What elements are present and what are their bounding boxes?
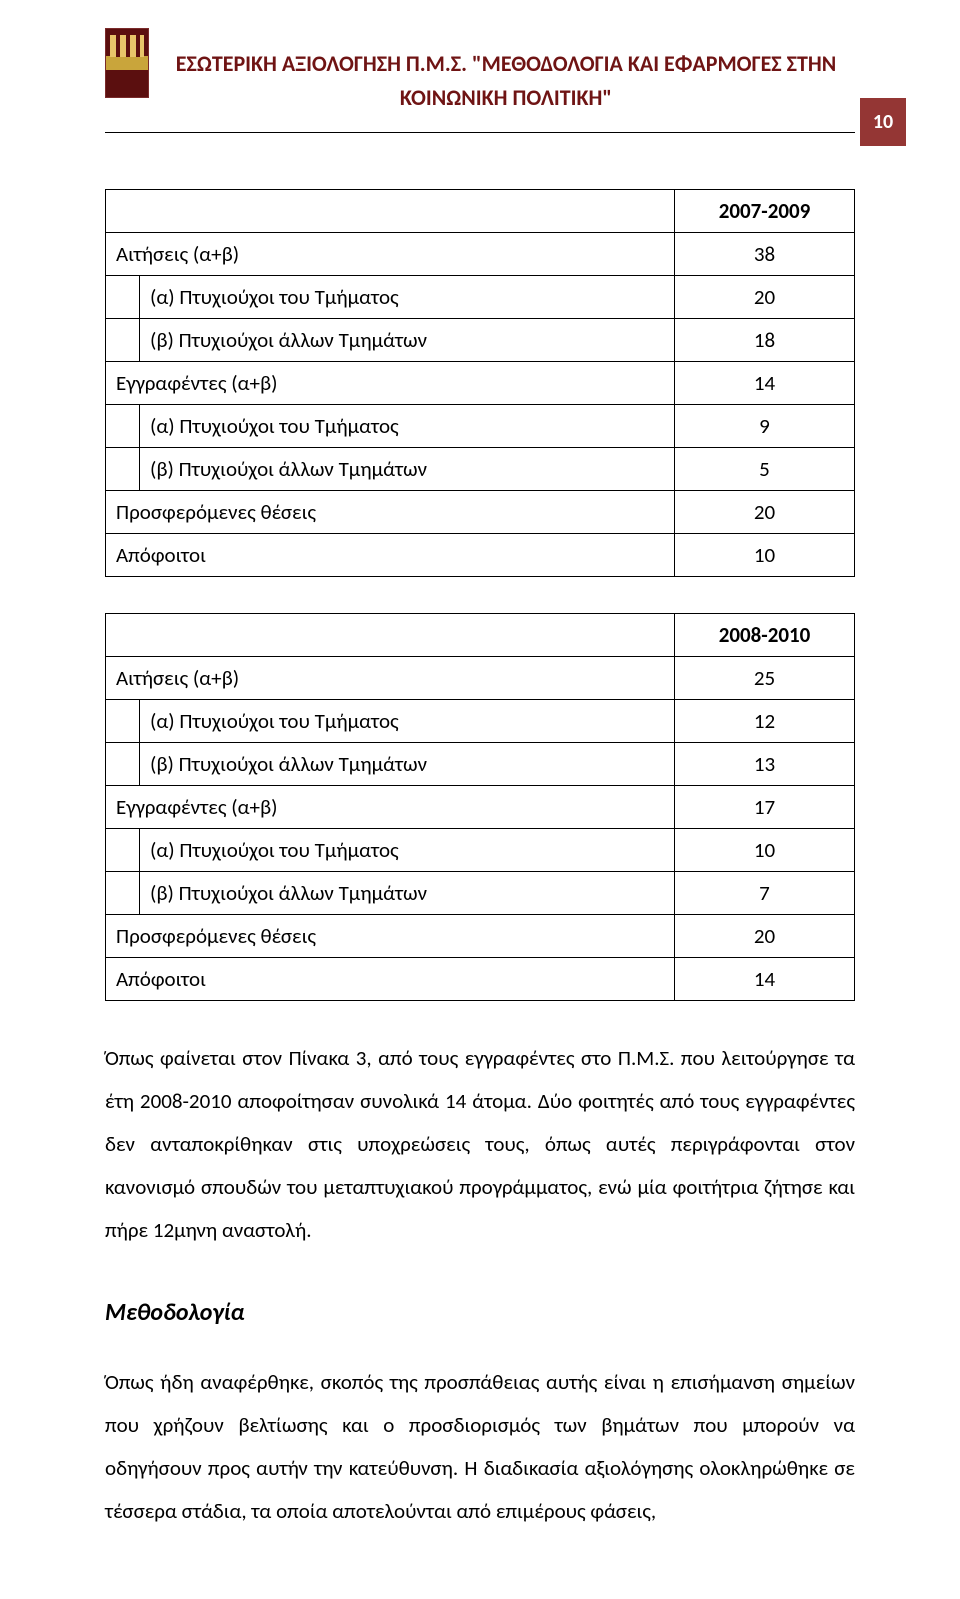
table-row: (β) Πτυχιούχοι άλλων Τμημάτων18 (106, 318, 855, 361)
row-value: 9 (675, 404, 855, 447)
row-value: 20 (675, 275, 855, 318)
row-value: 7 (675, 871, 855, 914)
row-value: 17 (675, 785, 855, 828)
paragraph-2: Όπως ήδη αναφέρθηκε, σκοπός της προσπάθε… (105, 1361, 855, 1533)
row-value: 20 (675, 914, 855, 957)
table-header-row: 2008-2010 (106, 613, 855, 656)
row-label: Απόφοιτοι (106, 957, 675, 1000)
row-label: Αιτήσεις (α+β) (106, 656, 675, 699)
table-header-blank (106, 189, 675, 232)
row-value: 38 (675, 232, 855, 275)
table-header-row: 2007-2009 (106, 189, 855, 232)
table-row: Αιτήσεις (α+β)38 (106, 232, 855, 275)
table-row: (β) Πτυχιούχοι άλλων Τμημάτων5 (106, 447, 855, 490)
row-value: 12 (675, 699, 855, 742)
header-divider (105, 132, 855, 133)
table-row: Εγγραφέντες (α+β)17 (106, 785, 855, 828)
row-value: 10 (675, 533, 855, 576)
table-row: (α) Πτυχιούχοι του Τμήματος20 (106, 275, 855, 318)
row-indent-stub (106, 404, 140, 447)
table-period: 2008-2010 (675, 613, 855, 656)
paragraph-1: Όπως φαίνεται στον Πίνακα 3, από τους εγ… (105, 1037, 855, 1252)
page-number-badge: 10 (860, 98, 906, 146)
row-value: 5 (675, 447, 855, 490)
row-indent-stub (106, 275, 140, 318)
row-value: 14 (675, 361, 855, 404)
row-value: 14 (675, 957, 855, 1000)
row-value: 13 (675, 742, 855, 785)
header-line2: ΚΟΙΝΩΝΙΚΗ ΠΟΛΙΤΙΚΗ" (157, 82, 855, 114)
table-row: Απόφοιτοι10 (106, 533, 855, 576)
row-value: 20 (675, 490, 855, 533)
row-label: Προσφερόμενες θέσεις (106, 490, 675, 533)
table-2007-2009: 2007-2009Αιτήσεις (α+β)38(α) Πτυχιούχοι … (105, 189, 855, 577)
row-indent-stub (106, 447, 140, 490)
header-title: ΕΣΩΤΕΡΙΚΗ ΑΞΙΟΛΟΓΗΣΗ Π.Μ.Σ. "ΜΕΘΟΔΟΛΟΓΙΑ… (157, 28, 855, 114)
row-value: 25 (675, 656, 855, 699)
row-label: Αιτήσεις (α+β) (106, 232, 675, 275)
row-indent-stub (106, 828, 140, 871)
row-indent-stub (106, 742, 140, 785)
row-label: Εγγραφέντες (α+β) (106, 361, 675, 404)
table-row: (β) Πτυχιούχοι άλλων Τμημάτων13 (106, 742, 855, 785)
row-label: (α) Πτυχιούχοι του Τμήματος (140, 699, 675, 742)
row-label: (β) Πτυχιούχοι άλλων Τμημάτων (140, 447, 675, 490)
row-label: (α) Πτυχιούχοι του Τμήματος (140, 404, 675, 447)
row-value: 10 (675, 828, 855, 871)
methodology-heading: Μεθοδολογία (105, 1288, 855, 1337)
row-label: Προσφερόμενες θέσεις (106, 914, 675, 957)
table-2008-2010: 2008-2010Αιτήσεις (α+β)25(α) Πτυχιούχοι … (105, 613, 855, 1001)
table-row: (α) Πτυχιούχοι του Τμήματος10 (106, 828, 855, 871)
table-row: Προσφερόμενες θέσεις20 (106, 490, 855, 533)
table-row: (α) Πτυχιούχοι του Τμήματος12 (106, 699, 855, 742)
table-row: Αιτήσεις (α+β)25 (106, 656, 855, 699)
row-label: Εγγραφέντες (α+β) (106, 785, 675, 828)
header-line1: ΕΣΩΤΕΡΙΚΗ ΑΞΙΟΛΟΓΗΣΗ Π.Μ.Σ. "ΜΕΘΟΔΟΛΟΓΙΑ… (157, 48, 855, 80)
table-row: (β) Πτυχιούχοι άλλων Τμημάτων7 (106, 871, 855, 914)
body-text: Όπως φαίνεται στον Πίνακα 3, από τους εγ… (105, 1037, 855, 1534)
row-indent-stub (106, 699, 140, 742)
row-value: 18 (675, 318, 855, 361)
table-row: Εγγραφέντες (α+β)14 (106, 361, 855, 404)
page-header: ΕΣΩΤΕΡΙΚΗ ΑΞΙΟΛΟΓΗΣΗ Π.Μ.Σ. "ΜΕΘΟΔΟΛΟΓΙΑ… (105, 28, 855, 114)
row-indent-stub (106, 318, 140, 361)
table-row: Απόφοιτοι14 (106, 957, 855, 1000)
crest-icon (105, 28, 149, 98)
row-label: (α) Πτυχιούχοι του Τμήματος (140, 828, 675, 871)
row-label: (β) Πτυχιούχοι άλλων Τμημάτων (140, 871, 675, 914)
row-label: (α) Πτυχιούχοι του Τμήματος (140, 275, 675, 318)
table-header-blank (106, 613, 675, 656)
row-label: (β) Πτυχιούχοι άλλων Τμημάτων (140, 318, 675, 361)
table-row: (α) Πτυχιούχοι του Τμήματος9 (106, 404, 855, 447)
row-indent-stub (106, 871, 140, 914)
table-row: Προσφερόμενες θέσεις20 (106, 914, 855, 957)
table-period: 2007-2009 (675, 189, 855, 232)
row-label: Απόφοιτοι (106, 533, 675, 576)
row-label: (β) Πτυχιούχοι άλλων Τμημάτων (140, 742, 675, 785)
